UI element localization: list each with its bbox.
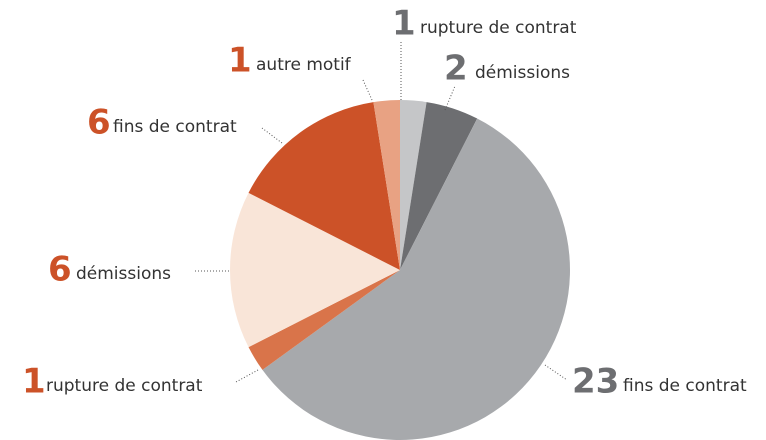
pie-slice (248, 102, 400, 270)
slice-label: rupture de contrat (46, 376, 203, 396)
leader-line (444, 85, 456, 111)
pie-slice (262, 118, 570, 440)
pie-slice (400, 100, 427, 270)
slice-label: fins de contrat (623, 376, 747, 396)
value-label: 1 (228, 41, 252, 81)
slice-label: autre motif (256, 55, 352, 75)
leader-line (362, 79, 373, 101)
value-label: 1 (392, 4, 416, 44)
leader-line (544, 364, 568, 381)
slice-label: démissions (76, 264, 171, 284)
value-label: 2 (444, 49, 468, 89)
slice-label: démissions (475, 63, 570, 83)
value-label: 1 (22, 362, 46, 402)
pie-slice (229, 192, 400, 348)
pie-slice (248, 270, 400, 370)
leader-line (235, 369, 259, 383)
pie-slice (373, 100, 400, 270)
value-label: 6 (48, 250, 72, 290)
value-label: 6 (87, 103, 111, 143)
slice-label: fins de contrat (113, 117, 237, 137)
value-label: 23 (572, 362, 619, 402)
slice-label: rupture de contrat (420, 18, 577, 38)
pie-slice (400, 102, 478, 270)
leader-line (261, 127, 283, 144)
